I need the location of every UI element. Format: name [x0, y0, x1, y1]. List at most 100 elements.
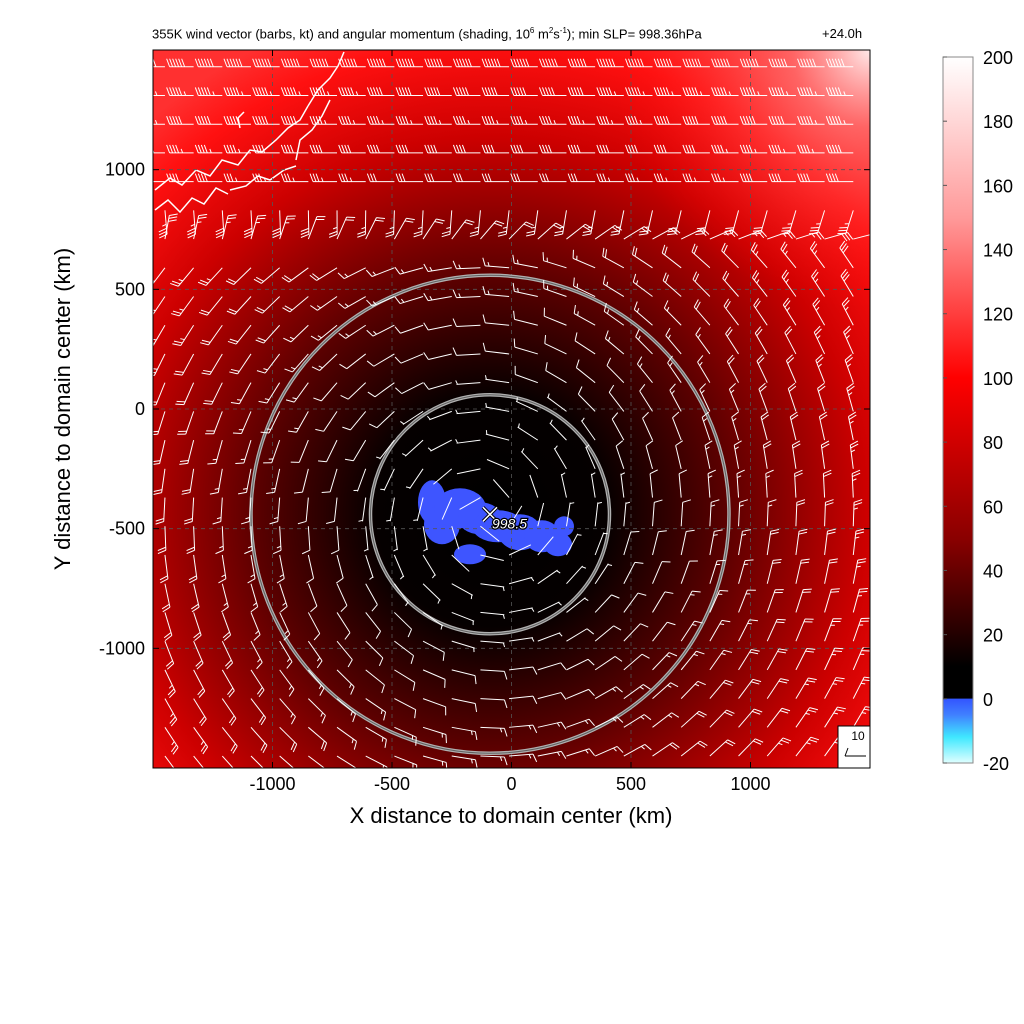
wind-barb-113 — [510, 173, 538, 183]
wind-barb-37 — [481, 87, 510, 96]
wind-barb-590 — [594, 716, 624, 728]
wind-barb-581 — [336, 726, 357, 750]
wind-barb-573 — [824, 677, 845, 699]
wind-barb-85 — [424, 144, 452, 154]
x-tick-label-1: -500 — [374, 774, 410, 794]
wind-barb-326 — [179, 439, 195, 465]
wind-barb-322 — [787, 382, 797, 412]
colorbar-tick-label-10: 180 — [983, 112, 1013, 132]
valid-time: +24.0h — [822, 26, 863, 41]
wind-barb-236 — [452, 318, 481, 327]
wind-barb-206 — [310, 296, 338, 311]
wind-barb-312 — [485, 402, 510, 412]
wind-barb-442 — [652, 530, 667, 556]
wind-barb-21 — [739, 58, 768, 68]
wind-barb-219 — [692, 271, 711, 297]
wind-barb-306 — [315, 411, 338, 432]
wind-barb-364 — [553, 445, 567, 470]
wind-barb-269 — [695, 327, 711, 355]
wind-barb-251 — [173, 353, 195, 376]
wind-barb-343 — [672, 411, 682, 441]
wind-barb-132 — [357, 210, 367, 238]
wind-barb-418 — [680, 499, 692, 527]
wind-barb-196 — [750, 242, 768, 269]
wind-barb-18 — [653, 58, 682, 68]
wind-barb-397 — [794, 469, 803, 498]
center-x-marker-b — [482, 506, 498, 522]
wind-barb-482 — [365, 612, 381, 639]
wind-barb-335 — [427, 439, 452, 452]
wind-barb-598 — [824, 706, 846, 728]
wind-barb-381 — [326, 497, 338, 525]
wind-barb-332 — [344, 439, 367, 462]
wind-barb-330 — [290, 439, 309, 463]
wind-barb-48 — [797, 87, 825, 96]
wind-barb-346 — [760, 411, 770, 441]
colorbar-tick-label-8: 140 — [983, 241, 1013, 261]
wind-barb-255 — [284, 353, 309, 373]
wind-barb-222 — [781, 269, 797, 297]
wind-barb-348 — [818, 411, 828, 441]
wind-barb-303 — [232, 411, 252, 434]
wind-barb-271 — [754, 326, 768, 355]
high-momentum-corner — [153, 50, 870, 768]
wind-barb-57 — [338, 116, 366, 125]
wind-barb-238 — [513, 310, 538, 326]
wind-barb-3 — [223, 58, 251, 68]
wind-barb-47 — [768, 87, 796, 96]
wind-barb-234 — [394, 324, 424, 334]
wind-barb-467 — [652, 561, 671, 584]
wind-barb-253 — [229, 353, 252, 375]
wind-barb-530 — [307, 669, 325, 696]
wind-barb-429 — [276, 554, 285, 584]
wind-barb-295 — [726, 354, 739, 383]
wind-barb-341 — [611, 412, 625, 441]
wind-barb-296 — [756, 354, 768, 383]
wind-barb-357 — [353, 468, 367, 492]
wind-barb-407 — [363, 526, 369, 552]
wind-barb-425 — [159, 554, 169, 584]
wind-barb-608 — [394, 755, 418, 768]
wind-barb-622 — [795, 736, 820, 757]
wind-barb-231 — [310, 324, 338, 341]
wind-barb-618 — [680, 740, 708, 757]
wind-barb-168 — [680, 228, 710, 240]
wind-barb-226 — [172, 324, 195, 346]
wind-barb-38 — [510, 87, 538, 96]
wind-barb-350 — [153, 468, 166, 495]
wind-barb-583 — [394, 726, 417, 746]
range-ring-core-0 — [369, 394, 610, 635]
wind-barb-15 — [567, 58, 596, 68]
wind-barb-577 — [221, 727, 238, 754]
wind-barb-280 — [285, 382, 309, 403]
wind-barb-313 — [515, 397, 539, 412]
reference-barb-box — [837, 725, 871, 769]
negative-patch-8 — [453, 544, 486, 565]
range-rings — [249, 273, 731, 756]
wind-barb-539 — [566, 658, 595, 671]
wind-barb-161 — [480, 220, 505, 240]
wind-barb-193 — [661, 244, 682, 269]
wind-barb-446 — [766, 528, 780, 556]
wind-barb-363 — [520, 448, 539, 470]
wind-barb-152 — [221, 214, 237, 240]
wind-barb-19 — [682, 58, 710, 68]
wind-barb-65 — [567, 116, 596, 125]
wind-barb-138 — [525, 210, 539, 237]
wind-barb-2 — [194, 58, 223, 68]
wind-barb-488 — [537, 601, 562, 613]
wind-barb-90 — [567, 144, 596, 154]
wind-barb-519 — [709, 619, 731, 642]
wind-barb-23 — [797, 58, 825, 68]
wind-barb-183 — [365, 267, 395, 277]
wind-barb-545 — [738, 649, 760, 671]
wind-barb-158 — [393, 217, 415, 240]
wind-barb-288 — [514, 365, 538, 384]
wind-barb-562 — [509, 695, 538, 704]
wind-barb-470 — [738, 559, 754, 584]
wind-barb-14 — [539, 58, 567, 68]
wind-barb-498 — [824, 588, 840, 613]
wind-barb-89 — [539, 144, 567, 154]
wind-barb-247 — [782, 297, 797, 326]
wind-barb-290 — [575, 359, 596, 384]
